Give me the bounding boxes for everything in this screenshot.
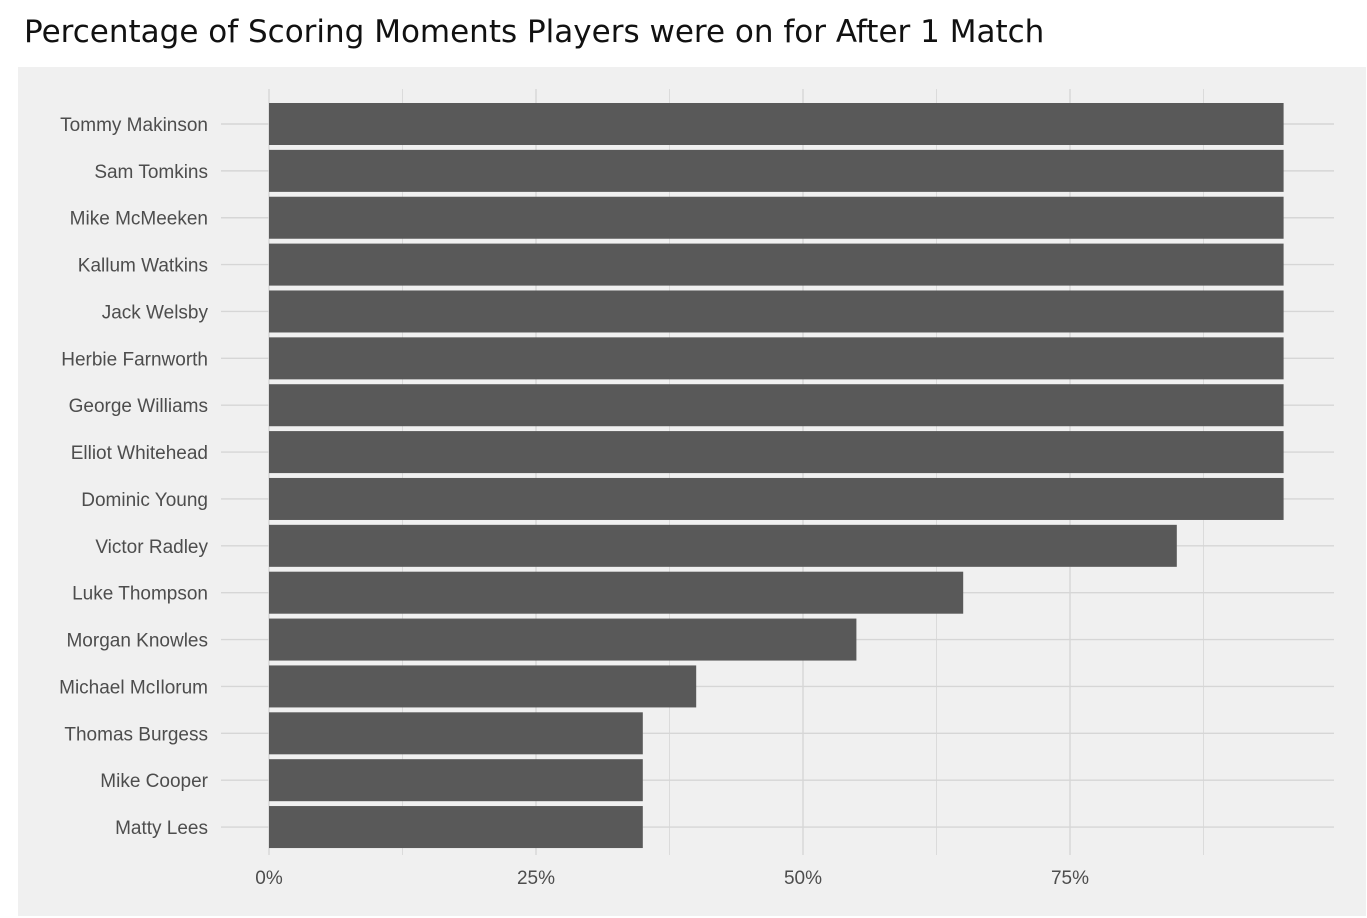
category-label: Herbie Farnworth: [61, 349, 208, 370]
bar: [269, 337, 1284, 380]
bar: [269, 103, 1284, 145]
category-label: Jack Welsby: [102, 302, 209, 323]
category-label: George Williams: [69, 396, 208, 417]
bar: [269, 806, 643, 849]
category-label: Luke Thompson: [72, 584, 208, 605]
plot-panel: Tommy Makinson Sam Tomkins Mike McMeeken Ka…: [18, 67, 1366, 916]
bar-chart: Tommy Makinson Sam Tomkins Mike McMeeken Ka…: [59, 89, 1334, 889]
bar: [269, 431, 1284, 474]
bar: [269, 665, 697, 708]
category-label: Tommy Makinson: [60, 115, 208, 136]
category-label: Matty Lees: [115, 818, 208, 839]
category-label: Victor Radley: [95, 537, 208, 558]
x-tick-label: 75%: [1051, 868, 1089, 889]
chart-title: Percentage of Scoring Moments Players we…: [24, 14, 1045, 50]
category-label: Morgan Knowles: [66, 631, 208, 652]
category-label: Michael McIlorum: [59, 677, 208, 698]
x-tick-label: 0%: [255, 868, 283, 889]
category-label: Kallum Watkins: [78, 256, 208, 277]
bar: [269, 290, 1284, 333]
bar: [269, 384, 1284, 427]
bar: [269, 196, 1284, 239]
bar: [269, 618, 857, 661]
category-label: Mike McMeeken: [70, 209, 208, 230]
bar: [269, 149, 1284, 192]
category-label: Elliot Whitehead: [71, 443, 208, 464]
x-tick-label: 25%: [517, 868, 555, 889]
bar: [269, 243, 1284, 286]
bar: [269, 759, 643, 802]
category-label: Dominic Young: [81, 490, 208, 511]
bar: [269, 712, 643, 755]
bar: [269, 571, 964, 614]
category-label: Mike Cooper: [100, 771, 208, 792]
bar: [269, 524, 1177, 567]
category-label: Sam Tomkins: [94, 162, 208, 183]
bar: [269, 477, 1284, 520]
x-tick-label: 50%: [784, 868, 822, 889]
category-label: Thomas Burgess: [64, 724, 208, 745]
